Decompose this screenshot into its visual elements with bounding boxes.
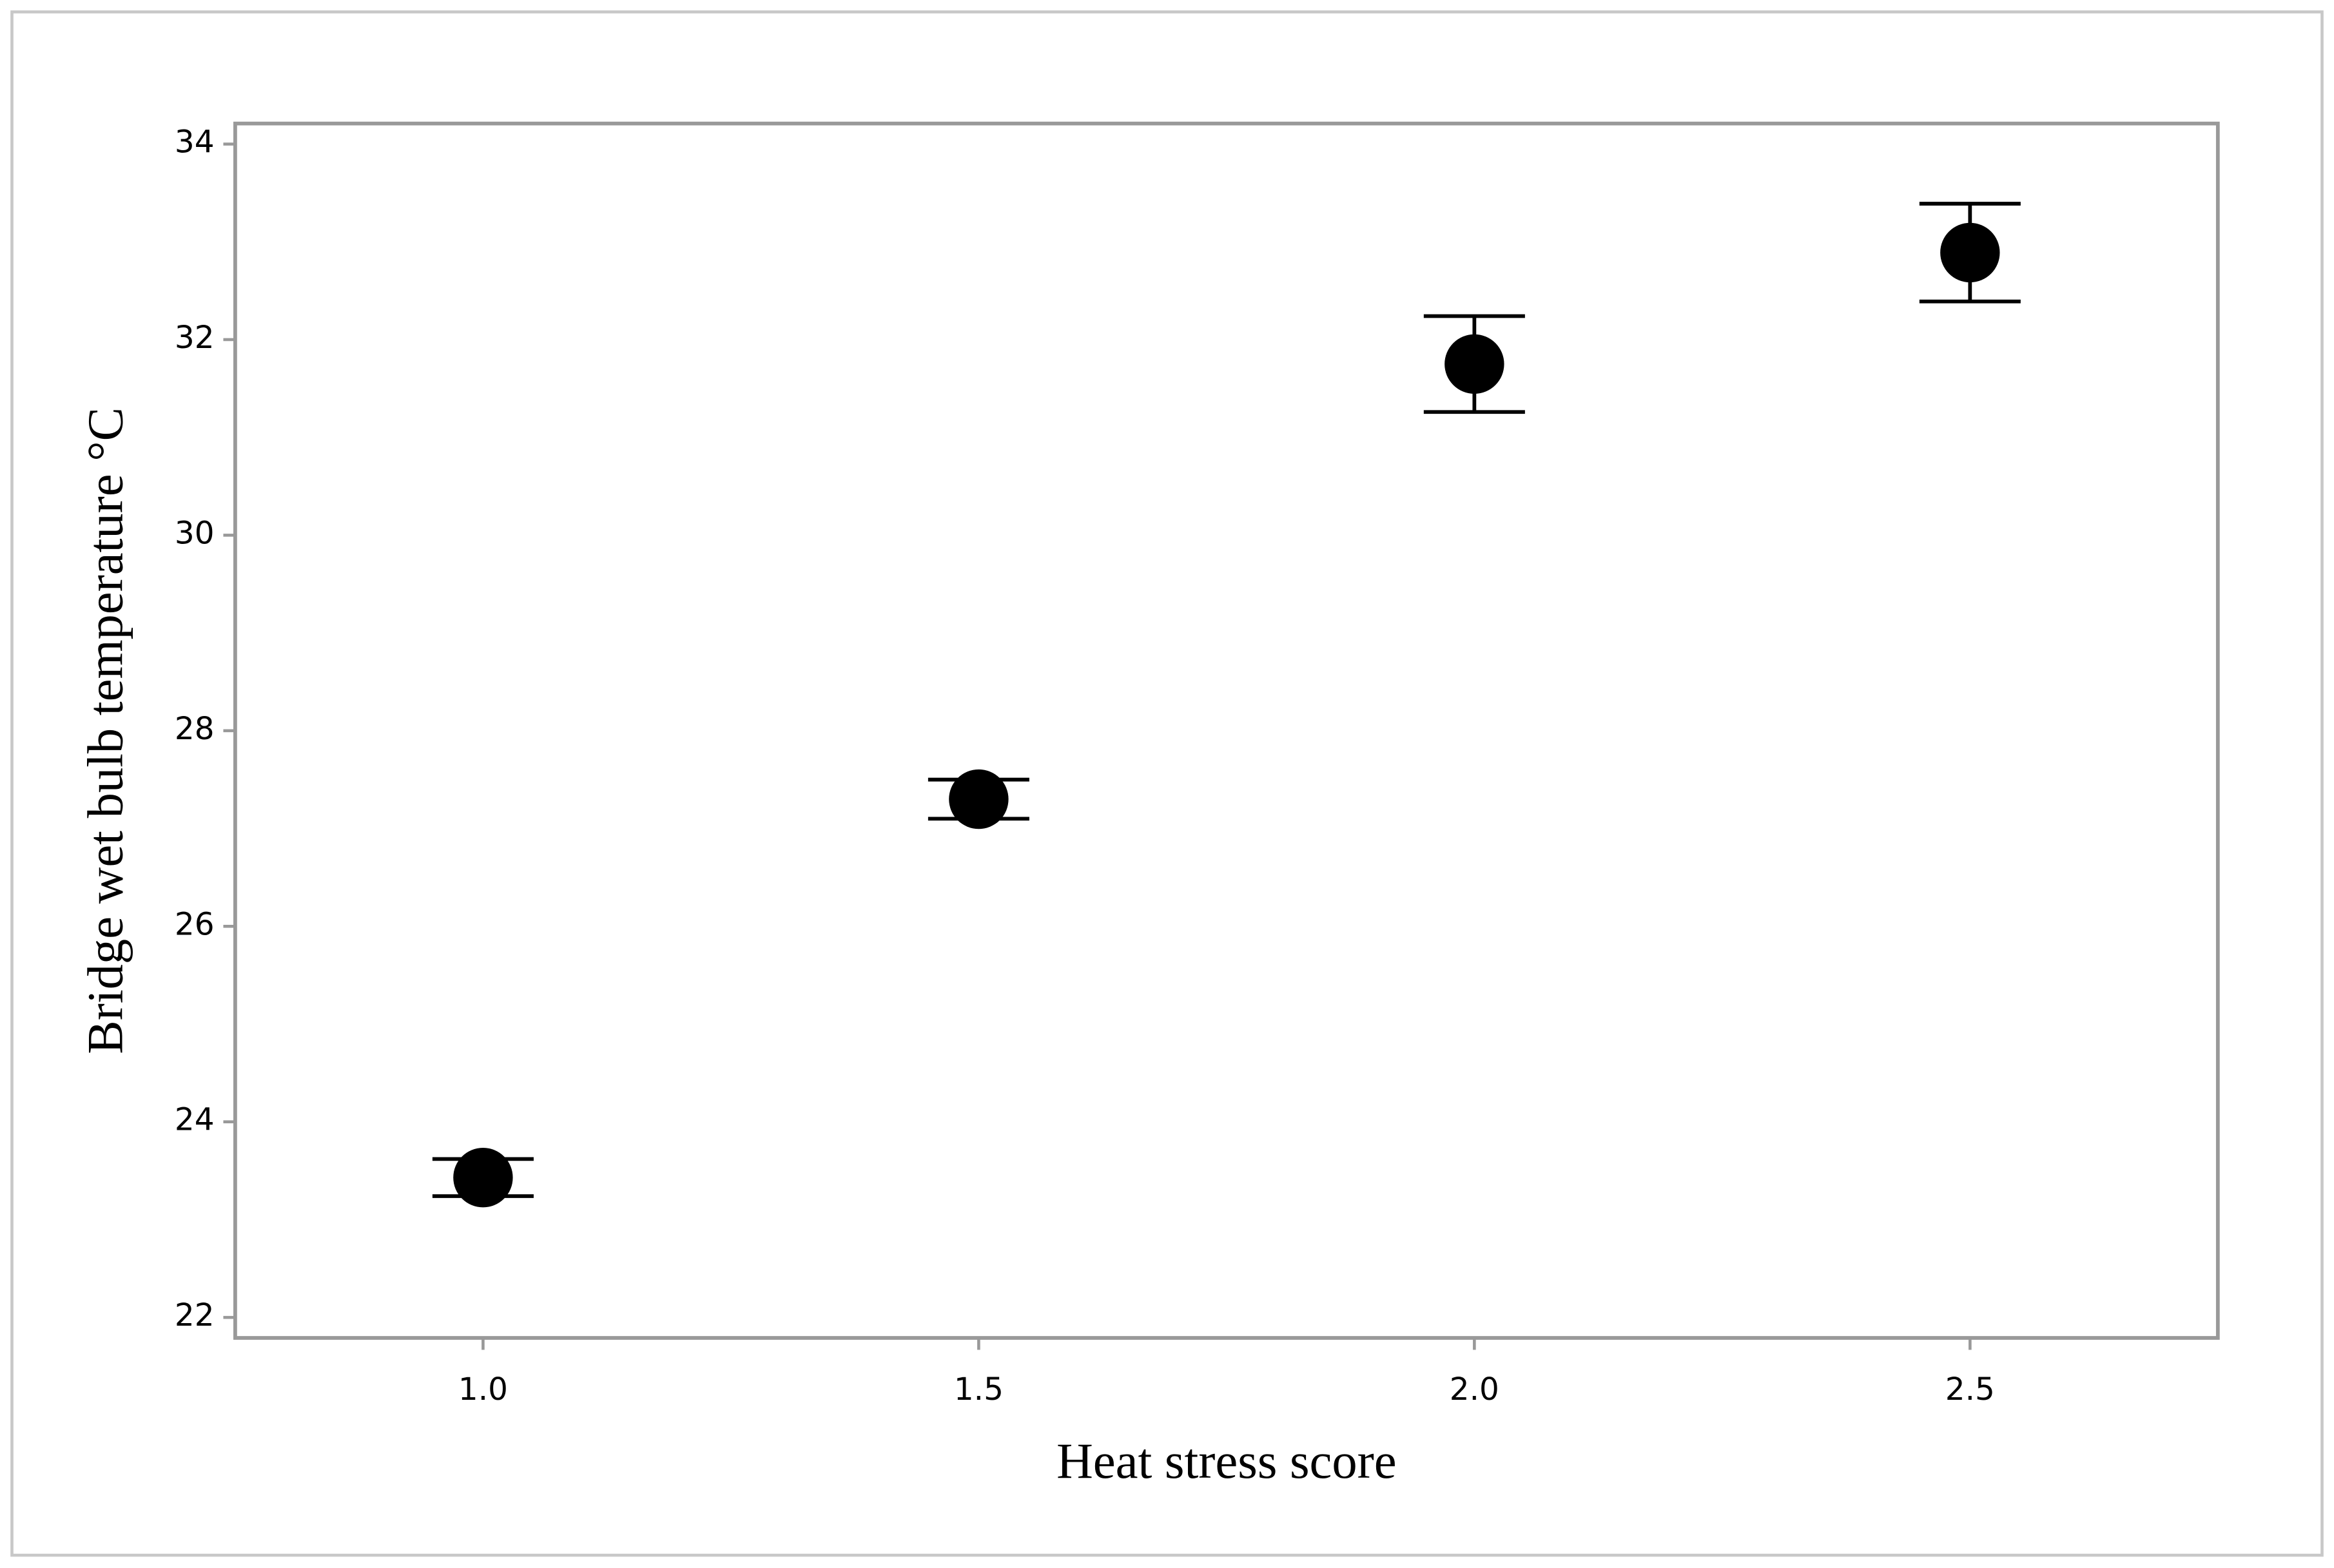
y-tick-label: 34 bbox=[175, 124, 215, 160]
x-tick-label: 2.0 bbox=[1450, 1371, 1499, 1408]
frame bbox=[10, 10, 2324, 1557]
y-tick-label: 22 bbox=[175, 1297, 215, 1333]
x-tick-label: 1.0 bbox=[458, 1371, 508, 1408]
y-tick-label: 28 bbox=[175, 711, 215, 747]
y-tick-label: 24 bbox=[175, 1102, 215, 1138]
point bbox=[453, 1147, 513, 1208]
y-tick-label: 32 bbox=[175, 320, 215, 356]
point bbox=[949, 769, 1009, 829]
y-tick-label: 30 bbox=[175, 515, 215, 551]
point bbox=[1940, 222, 2000, 283]
y-tick-label: 26 bbox=[175, 906, 215, 942]
x-axis-label: Heat stress score bbox=[1056, 1433, 1396, 1489]
y-axis-label: Bridge wet bulb temperature °C bbox=[77, 407, 133, 1054]
x-tick-label: 2.5 bbox=[1945, 1371, 1995, 1408]
x-tick-label: 1.5 bbox=[954, 1371, 1004, 1408]
point bbox=[1444, 334, 1504, 394]
